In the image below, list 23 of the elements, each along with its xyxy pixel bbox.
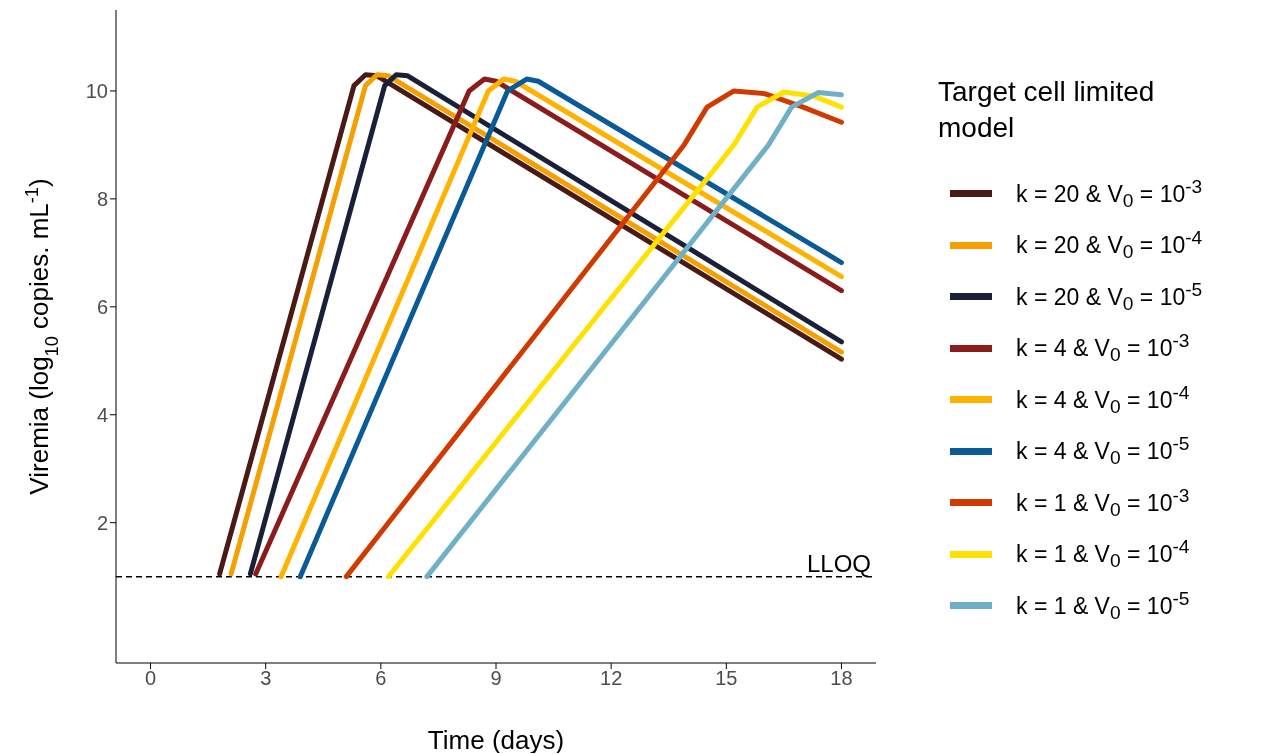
legend-label: k = 1 & V$_{0}$ = 10$^{-5}$ <box>1016 587 1190 624</box>
x-tick-label: 0 <box>144 667 157 690</box>
legend-label: k = 1 & V$_{0}$ = 10$^{-4}$ <box>1016 536 1190 573</box>
ref-line-label: LLOQ <box>806 549 871 577</box>
x-tick-label: 12 <box>600 667 623 690</box>
x-tick-label: 9 <box>490 667 502 690</box>
legend-label: k = 4 & V$_{0}$ = 10$^{-3}$ <box>1016 330 1190 367</box>
legend-label: k = 20 & V$_{0}$ = 10$^{-4}$ <box>1016 227 1203 264</box>
legend-label: k = 1 & V$_{0}$ = 10$^{-3}$ <box>1016 484 1190 521</box>
y-tick-label: 4 <box>96 403 108 426</box>
legend-label: k = 4 & V$_{0}$ = 10$^{-5}$ <box>1016 433 1190 470</box>
legend-label: k = 20 & V$_{0}$ = 10$^{-5}$ <box>1016 278 1203 315</box>
legend-label: k = 4 & V$_{0}$ = 10$^{-4}$ <box>1016 381 1190 418</box>
x-tick-label: 6 <box>375 667 387 690</box>
y-tick-label: 6 <box>96 295 108 318</box>
x-tick-label: 18 <box>830 667 853 690</box>
y-tick-label: 10 <box>85 80 108 103</box>
legend-label: k = 20 & V$_{0}$ = 10$^{-3}$ <box>1016 175 1203 212</box>
legend-title: Target cell limited model <box>938 75 1156 145</box>
x-tick-label: 3 <box>260 667 272 690</box>
y-tick-label: 2 <box>96 511 108 534</box>
y-tick-label: 8 <box>96 187 108 210</box>
x-tick-label: 15 <box>715 667 738 690</box>
